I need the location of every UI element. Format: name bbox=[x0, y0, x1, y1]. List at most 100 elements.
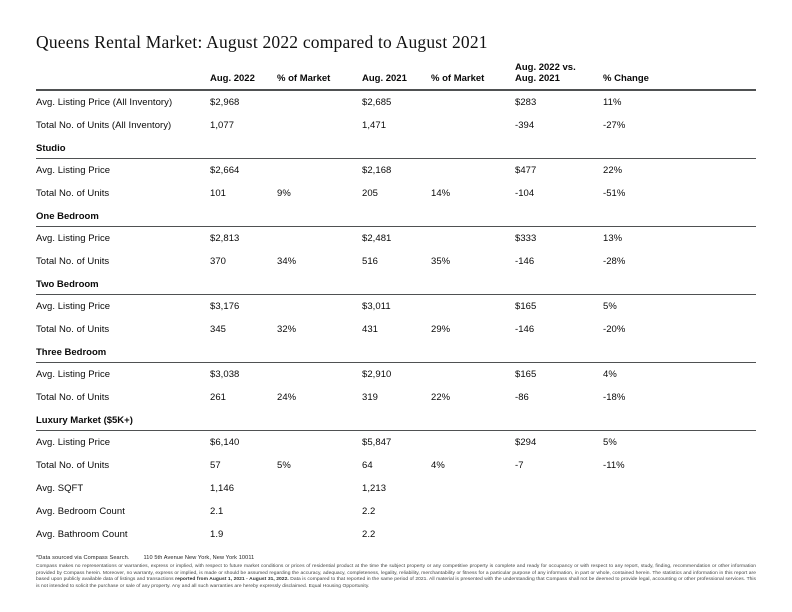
table-row: Avg. Listing Price $2,664 $2,168 $477 22% bbox=[36, 159, 756, 182]
table-row: Total No. of Units 57 5% 64 4% -7 -11% bbox=[36, 454, 756, 477]
cell-value: 261 bbox=[210, 392, 227, 403]
cell-value: 1,471 bbox=[362, 120, 387, 131]
row-label: Avg. Listing Price bbox=[36, 301, 111, 312]
column-header: % Change bbox=[603, 73, 649, 84]
table-body: Avg. Listing Price (All Inventory) $2,968… bbox=[36, 91, 756, 546]
cell-value: 22% bbox=[603, 165, 623, 176]
disclaimer-text-bold: reported from August 1, 2021 - August 31… bbox=[175, 577, 289, 582]
disclaimer-text-post: Data is compared to that reported in the… bbox=[36, 577, 757, 589]
cell-value: 5% bbox=[603, 437, 617, 448]
column-header: Aug. 2021 bbox=[362, 73, 407, 84]
cell-value: 431 bbox=[362, 324, 379, 335]
cell-value: $2,481 bbox=[362, 233, 392, 244]
table-row: Total No. of Units 370 34% 516 35% -146 -28% bbox=[36, 250, 756, 273]
table-row: Total No. of Units 345 32% 431 29% -146 -20% bbox=[36, 318, 756, 341]
row-label: Avg. Listing Price bbox=[36, 233, 111, 244]
disclaimer-text-pre: Compass makes no representations or warr… bbox=[36, 564, 756, 582]
cell-value: 319 bbox=[362, 392, 379, 403]
cell-value: -394 bbox=[515, 120, 535, 131]
table-row: Total No. of Units 261 24% 319 22% -86 -18% bbox=[36, 386, 756, 409]
cell-value: $2,168 bbox=[362, 165, 392, 176]
table-row: Avg. Listing Price (All Inventory) $2,968… bbox=[36, 91, 756, 114]
cell-value: -51% bbox=[603, 188, 626, 199]
cell-value: $294 bbox=[515, 437, 537, 448]
cell-value: -104 bbox=[515, 188, 535, 199]
row-label: Total No. of Units bbox=[36, 460, 110, 471]
cell-value: 57 bbox=[210, 460, 221, 471]
cell-value: -27% bbox=[603, 120, 626, 131]
cell-value: -18% bbox=[603, 392, 626, 403]
cell-value: -11% bbox=[603, 460, 625, 471]
cell-value: -28% bbox=[603, 256, 626, 267]
row-label: Avg. Bathroom Count bbox=[36, 529, 128, 540]
cell-value: 1,146 bbox=[210, 483, 235, 494]
cell-value: -7 bbox=[515, 460, 524, 471]
table-row: Avg. Listing Price $3,038 $2,910 $165 4% bbox=[36, 363, 756, 386]
cell-value: -20% bbox=[603, 324, 626, 335]
cell-value: 5% bbox=[603, 301, 617, 312]
row-label: Avg. Listing Price bbox=[36, 437, 111, 448]
section-heading: Three Bedroom bbox=[36, 341, 756, 363]
cell-value: 2.1 bbox=[210, 506, 224, 517]
cell-value: 1,213 bbox=[362, 483, 387, 494]
cell-value: 64 bbox=[362, 460, 373, 471]
cell-value: $3,038 bbox=[210, 369, 240, 380]
cell-value: 24% bbox=[277, 392, 297, 403]
cell-value: 1,077 bbox=[210, 120, 235, 131]
section-heading: Studio bbox=[36, 137, 756, 159]
cell-value: $6,140 bbox=[210, 437, 240, 448]
row-label: Avg. SQFT bbox=[36, 483, 84, 494]
cell-value: 35% bbox=[431, 256, 451, 267]
cell-value: 101 bbox=[210, 188, 227, 199]
legal-disclaimer: Compass makes no representations or warr… bbox=[36, 564, 756, 590]
cell-value: $283 bbox=[515, 97, 537, 108]
table-row: Avg. Listing Price $6,140 $5,847 $294 5% bbox=[36, 431, 756, 454]
table-row: Avg. Bedroom Count 2.1 2.2 bbox=[36, 500, 756, 523]
cell-value: 11% bbox=[603, 97, 622, 108]
row-label: Avg. Bedroom Count bbox=[36, 506, 125, 517]
table-header-row: Aug. 2022 % of Market Aug. 2021 % of Market… bbox=[36, 62, 756, 91]
address-text: 110 5th Avenue New York, New York 10011 bbox=[143, 555, 255, 561]
source-footnote: *Data sourced via Compass Search. 110 5th… bbox=[36, 555, 756, 561]
row-label: Total No. of Units (All Inventory) bbox=[36, 120, 172, 131]
cell-value: $2,968 bbox=[210, 97, 240, 108]
section-heading: Two Bedroom bbox=[36, 273, 756, 295]
table-row: Avg. Bathroom Count 1.9 2.2 bbox=[36, 523, 756, 546]
cell-value: 4% bbox=[603, 369, 617, 380]
cell-value: 4% bbox=[431, 460, 445, 471]
cell-value: 32% bbox=[277, 324, 297, 335]
cell-value: 14% bbox=[431, 188, 451, 199]
cell-value: 516 bbox=[362, 256, 379, 267]
section-heading: One Bedroom bbox=[36, 205, 756, 227]
cell-value: 2.2 bbox=[362, 506, 376, 517]
row-label: Avg. Listing Price (All Inventory) bbox=[36, 97, 173, 108]
table-row: Avg. Listing Price $3,176 $3,011 $165 5% bbox=[36, 295, 756, 318]
section-heading: Luxury Market ($5K+) bbox=[36, 409, 756, 431]
cell-value: $165 bbox=[515, 369, 537, 380]
column-header: Aug. 2022 bbox=[210, 73, 255, 84]
cell-value: 22% bbox=[431, 392, 451, 403]
table-row: Avg. SQFT 1,146 1,213 bbox=[36, 477, 756, 500]
row-label: Total No. of Units bbox=[36, 324, 110, 335]
cell-value: 5% bbox=[277, 460, 291, 471]
table-row: Total No. of Units 101 9% 205 14% -104 -51% bbox=[36, 182, 756, 205]
cell-value: 29% bbox=[431, 324, 451, 335]
row-label: Total No. of Units bbox=[36, 392, 110, 403]
row-label: Total No. of Units bbox=[36, 188, 110, 199]
cell-value: $477 bbox=[515, 165, 537, 176]
cell-value: $5,847 bbox=[362, 437, 392, 448]
table-row: Total No. of Units (All Inventory) 1,077 1… bbox=[36, 114, 756, 137]
cell-value: $3,176 bbox=[210, 301, 240, 312]
table-row: Avg. Listing Price $2,813 $2,481 $333 13% bbox=[36, 227, 756, 250]
cell-value: 205 bbox=[362, 188, 379, 199]
cell-value: $2,685 bbox=[362, 97, 392, 108]
row-label: Total No. of Units bbox=[36, 256, 110, 267]
source-note: *Data sourced via Compass Search. bbox=[36, 555, 130, 561]
cell-value: 13% bbox=[603, 233, 623, 244]
cell-value: 1.9 bbox=[210, 529, 224, 540]
cell-value: 34% bbox=[277, 256, 297, 267]
cell-value: -86 bbox=[515, 392, 529, 403]
cell-value: 345 bbox=[210, 324, 227, 335]
page-title: Queens Rental Market: August 2022 compar… bbox=[36, 32, 488, 52]
